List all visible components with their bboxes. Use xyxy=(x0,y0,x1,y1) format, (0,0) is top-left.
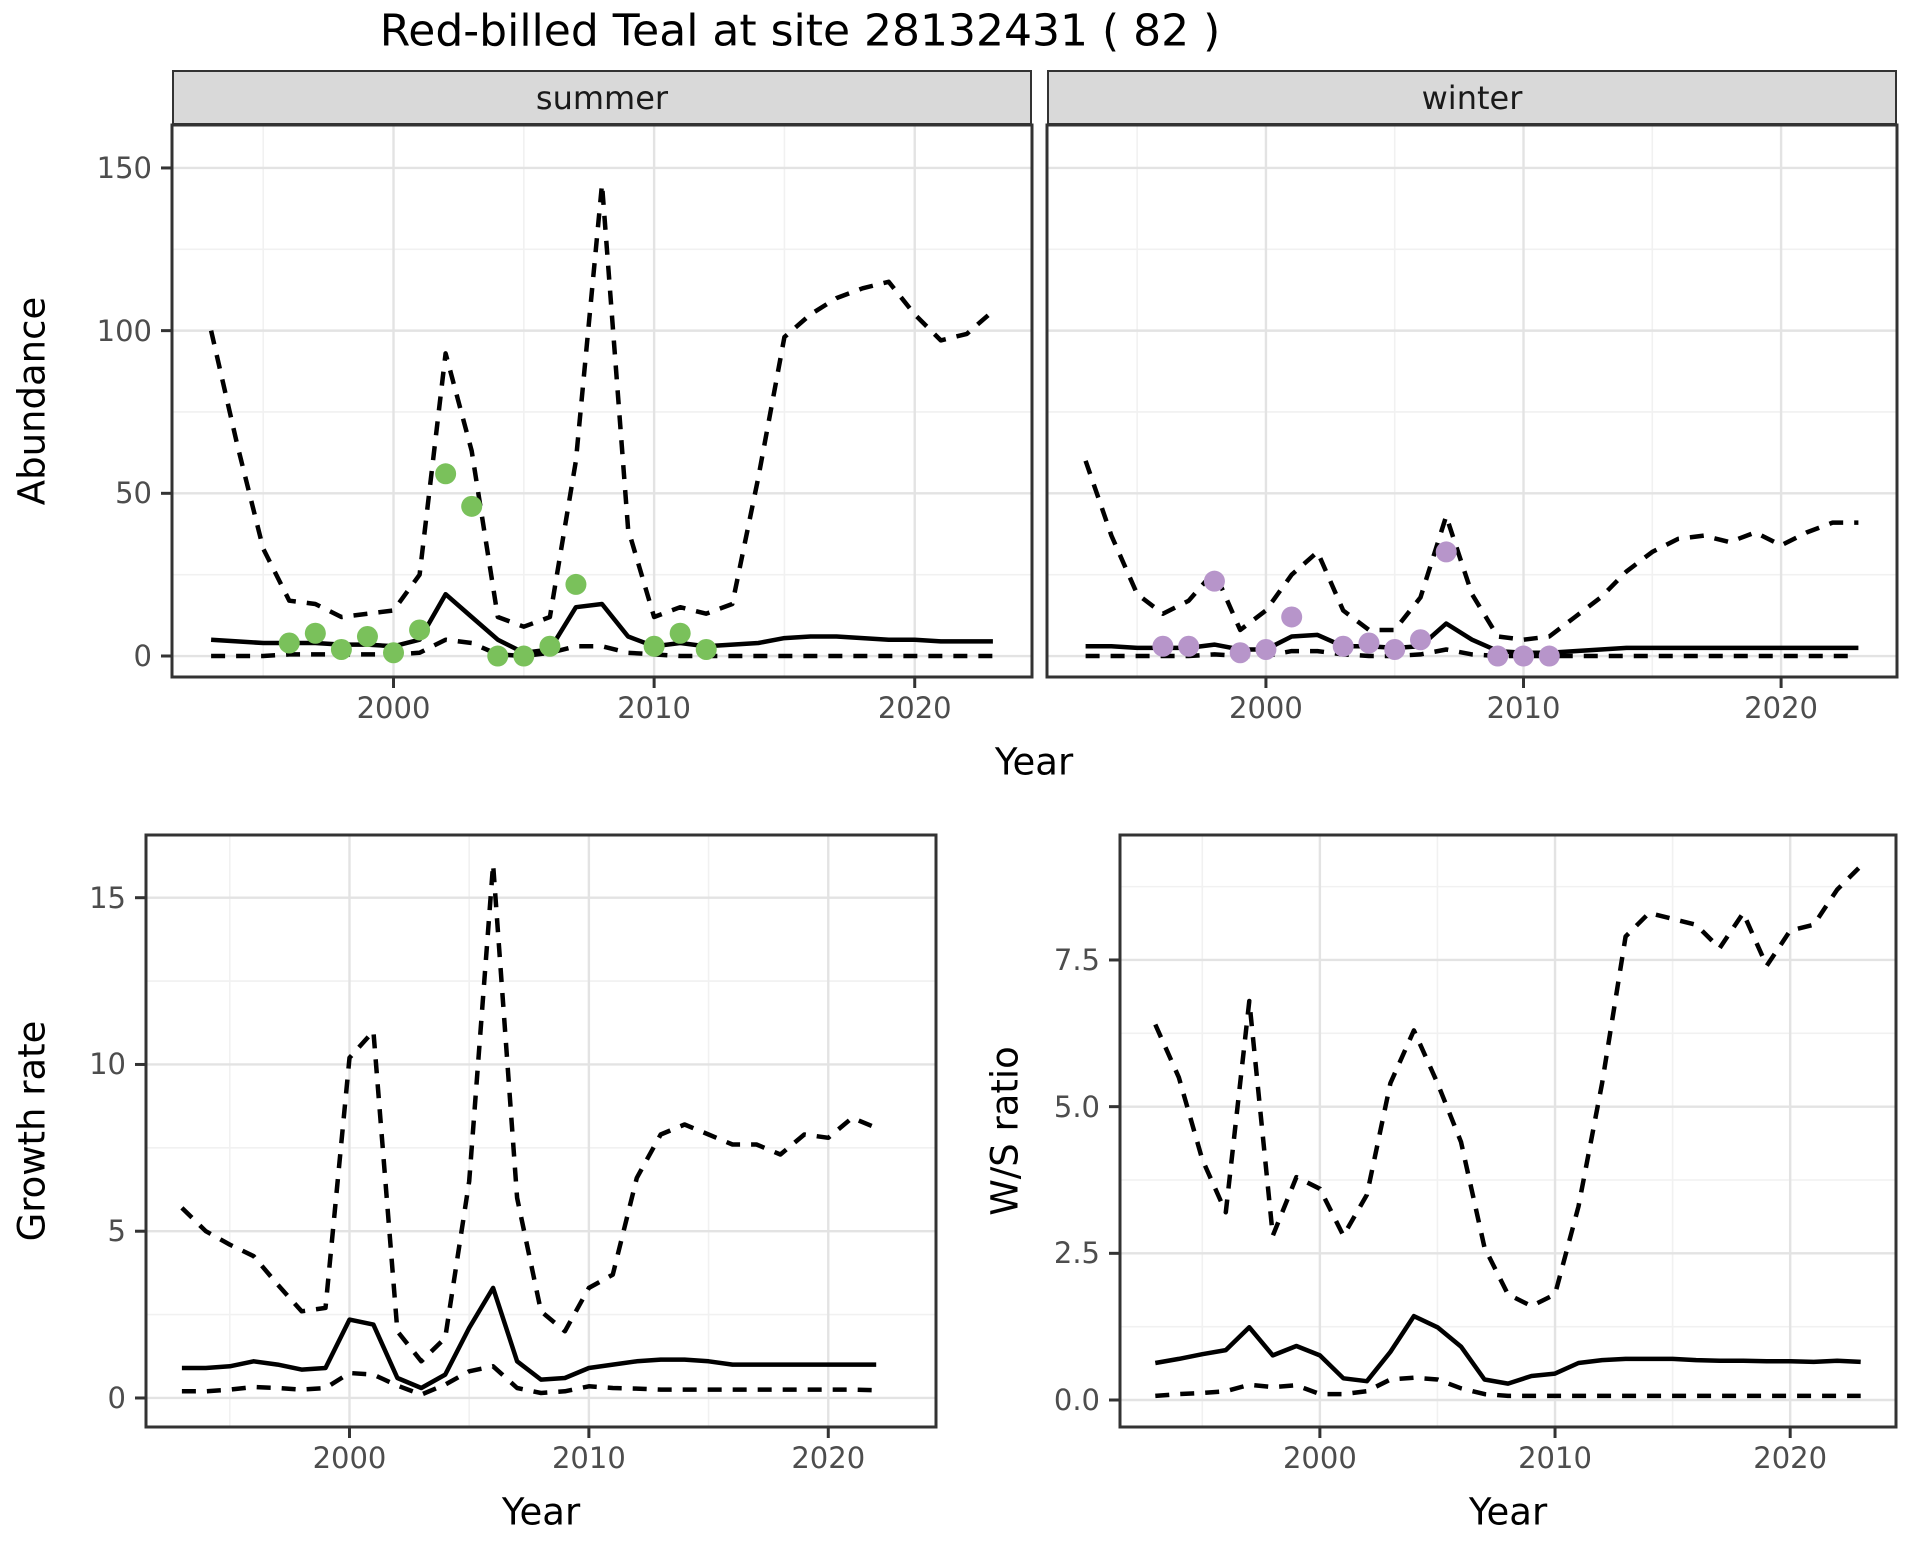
axis-tick-label: 2010 xyxy=(1518,1441,1592,1475)
growth-rate-panel: 2000 2010 2020 0 5 10 15 xyxy=(89,833,938,1475)
axis-tick-label: 10 xyxy=(89,1047,126,1082)
axis-tick-label: 2000 xyxy=(1282,1441,1357,1475)
axis-tick-label: 2010 xyxy=(617,691,692,725)
axis-tick-label: 2.5 xyxy=(1053,1236,1100,1271)
axis-tick-label: 7.5 xyxy=(1053,942,1100,977)
axis-tick-label: 0 xyxy=(133,639,152,673)
facet-strip-summer: summer xyxy=(172,70,1032,125)
abundance-winter-plot xyxy=(1045,123,1899,688)
axis-tick-label: 2010 xyxy=(551,1441,626,1475)
y-axis-title-ws-ratio: W/S ratio xyxy=(983,1046,1027,1216)
axis-tick-label: 2000 xyxy=(356,691,431,725)
axis-tick-label: 2000 xyxy=(312,1441,387,1475)
facet-strip-winter-label: winter xyxy=(1421,78,1523,117)
axis-tick-label: 50 xyxy=(115,476,152,511)
growth-rate-plot xyxy=(135,833,938,1438)
axis-tick-label: 2020 xyxy=(1753,1441,1828,1475)
x-axis-title-year-growth: Year xyxy=(501,1490,581,1534)
axis-tick-label: 2020 xyxy=(1744,691,1818,725)
chart-title: Red-billed Teal at site 28132431 ( 82 ) xyxy=(379,5,1221,57)
axis-tick-label: 5 xyxy=(107,1214,126,1249)
abundance-winter-panel: 2000 2010 2020 xyxy=(1045,123,1899,725)
abundance-summer-panel: 2000 2010 2020 0 50 100 150 xyxy=(97,123,1034,725)
axis-tick-label: 100 xyxy=(96,313,152,348)
abundance-summer-plot xyxy=(161,123,1034,688)
axis-tick-label: 2020 xyxy=(791,1441,866,1475)
facet-strip-winter: winter xyxy=(1047,70,1897,125)
y-axis-title-growth-rate: Growth rate xyxy=(10,1020,54,1242)
facet-strip-summer-label: summer xyxy=(535,78,669,117)
y-axis-title-abundance: Abundance xyxy=(10,296,54,506)
axis-tick-label: 0 xyxy=(107,1380,126,1415)
x-axis-title-year-top: Year xyxy=(994,740,1074,784)
axis-tick-label: 5.0 xyxy=(1053,1089,1100,1124)
axis-tick-label: 2000 xyxy=(1229,691,1303,725)
ws-ratio-plot xyxy=(1109,833,1898,1438)
axis-tick-label: 2020 xyxy=(877,691,952,725)
axis-tick-label: 0.0 xyxy=(1053,1383,1100,1417)
axis-tick-label: 15 xyxy=(89,880,126,915)
ws-ratio-panel: 2000 2010 2020 0.0 2.5 5.0 7.5 xyxy=(1054,833,1898,1475)
x-axis-title-year-ws: Year xyxy=(1468,1490,1548,1534)
axis-tick-label: 2010 xyxy=(1486,691,1561,725)
axis-tick-label: 150 xyxy=(96,150,152,185)
